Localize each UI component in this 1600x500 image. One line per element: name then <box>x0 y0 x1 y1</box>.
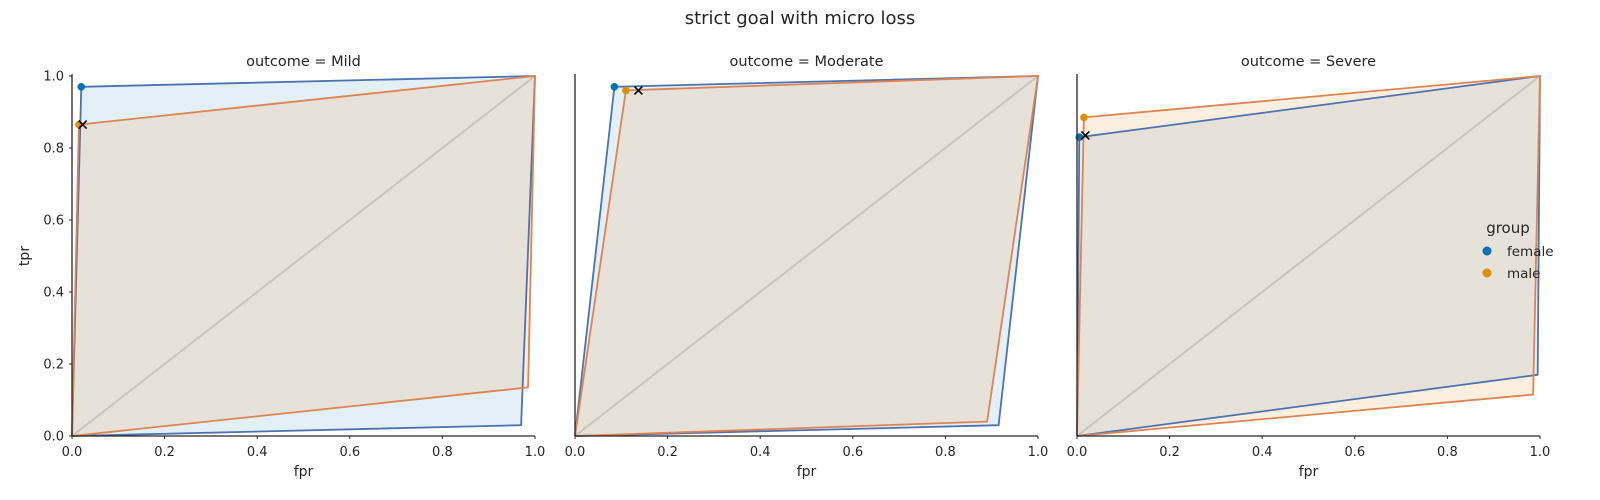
diagonal-reference-line <box>1076 75 1541 437</box>
y-axis-label: tpr <box>17 246 33 266</box>
chart-title: strict goal with micro loss <box>685 8 916 29</box>
facet-panel-3: 0.0 0.2 0.4 0.6 0.8 1.0 outcome = Severe fpr <box>1067 54 1551 480</box>
x-axis-label: fpr <box>797 464 817 480</box>
x-tick-label: 0.4 <box>247 445 268 460</box>
x-tick-label: 0.4 <box>750 445 771 460</box>
y-tick-label: 0.2 <box>43 358 64 373</box>
legend-label: female <box>1507 244 1554 260</box>
legend-marker <box>1482 246 1492 256</box>
diagonal-reference-line <box>574 75 1039 437</box>
hull-line-male <box>574 75 1039 437</box>
hull-fill-female <box>72 76 535 436</box>
target-marker <box>78 120 88 130</box>
x-tick-label: 1.0 <box>1530 445 1551 460</box>
panel-title: outcome = Moderate <box>730 54 884 70</box>
x-tick-label: 0.6 <box>1344 445 1365 460</box>
x-tick-label: 0.0 <box>565 445 586 460</box>
facet-panel-2: 0.0 0.2 0.4 0.6 0.8 1.0 outcome = Moderate fpr <box>565 54 1049 480</box>
legend-entry-male: male <box>1482 266 1540 282</box>
x-tick-label: 0.2 <box>154 445 175 460</box>
operating-point-female <box>77 83 86 91</box>
x-tick-label: 0.6 <box>842 445 863 460</box>
hull-fill-female <box>575 76 1038 436</box>
target-marker <box>1080 130 1090 140</box>
legend-entry-female: female <box>1482 244 1554 260</box>
x-tick-label: 0.4 <box>1252 445 1273 460</box>
legend-label: male <box>1507 266 1540 282</box>
x-tick-label: 0.0 <box>1067 445 1088 460</box>
x-tick-label: 0.8 <box>935 445 956 460</box>
legend-title: group <box>1486 219 1530 237</box>
operating-point-male <box>1080 113 1088 122</box>
hull-line-male <box>71 75 536 437</box>
operating-point-male <box>622 86 630 95</box>
facet-panels: 0.0 0.2 0.4 0.6 0.8 1.0 0.0 0.2 0.4 0.6 0.8 1.0 outc… <box>17 54 1550 480</box>
x-axis-label: fpr <box>1299 464 1319 480</box>
hull-fill-male <box>1077 76 1540 436</box>
x-tick-label: 1.0 <box>525 445 546 460</box>
x-tick-label: 0.6 <box>339 445 360 460</box>
target-marker <box>633 85 643 95</box>
x-tick-label: 0.8 <box>1437 445 1458 460</box>
hull-fill-male <box>575 76 1038 436</box>
x-tick-label: 0.8 <box>432 445 453 460</box>
legend-marker <box>1482 268 1492 278</box>
legend: group female male <box>1482 219 1554 282</box>
x-axis-label: fpr <box>294 464 314 480</box>
y-tick-label: 0.0 <box>43 430 64 445</box>
y-tick-label: 1.0 <box>43 70 64 85</box>
x-tick-label: 0.2 <box>1159 445 1180 460</box>
x-tick-label: 0.0 <box>62 445 83 460</box>
hull-line-male <box>1076 75 1541 437</box>
hull-fill-female <box>1077 76 1540 436</box>
panel-title: outcome = Severe <box>1241 54 1376 70</box>
operating-point-female <box>610 83 619 91</box>
diagonal-reference-line <box>71 75 536 437</box>
y-tick-label: 0.4 <box>43 286 64 301</box>
y-tick-label: 0.8 <box>43 142 64 157</box>
facet-panel-1: 0.0 0.2 0.4 0.6 0.8 1.0 0.0 0.2 0.4 0.6 0.8 1.0 outc… <box>17 54 545 480</box>
x-tick-label: 0.2 <box>657 445 678 460</box>
x-tick-label: 1.0 <box>1028 445 1049 460</box>
y-tick-label: 0.6 <box>43 214 64 229</box>
hull-fill-male <box>72 76 535 436</box>
panel-title: outcome = Mild <box>246 54 361 70</box>
